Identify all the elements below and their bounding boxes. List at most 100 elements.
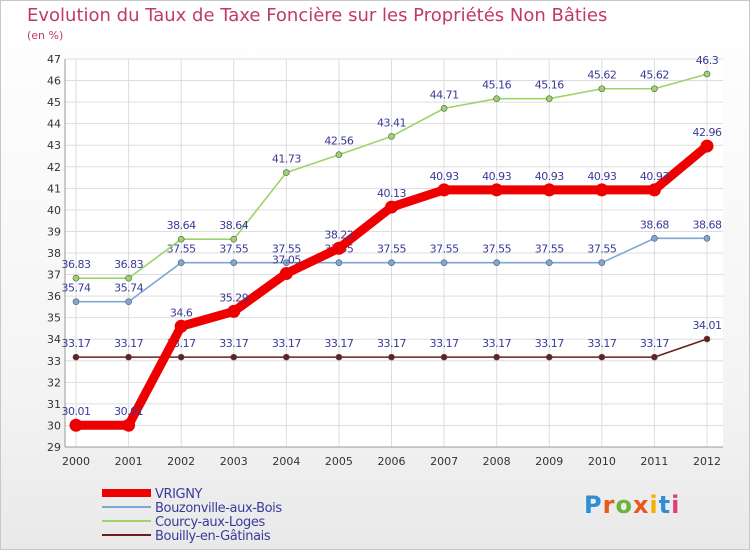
y-tick-label: 47	[47, 53, 61, 66]
x-tick-label: 2010	[588, 455, 616, 468]
data-point-courcy-aux-loges	[388, 133, 395, 140]
data-label-vrigny: 42.96	[693, 126, 722, 139]
data-label-bouilly-en-gatinais: 34.01	[693, 319, 722, 332]
legend-label-bouzonville-aux-bois: Bouzonville-aux-Bois	[155, 501, 282, 516]
data-label-vrigny: 40.93	[430, 170, 459, 183]
data-label-bouilly-en-gatinais: 33.17	[62, 337, 91, 350]
data-point-bouilly-en-gatinais	[388, 353, 395, 361]
y-tick-label: 45	[47, 96, 61, 109]
y-tick-label: 30	[47, 419, 61, 432]
data-label-bouilly-en-gatinais: 33.17	[535, 337, 564, 350]
series-vrigny: 30.01 30.01 34.6 35.29 37.05 38.22 40.13 40.93 4…	[62, 126, 722, 432]
y-tick-label: 44	[47, 118, 61, 131]
data-label-courcy-aux-loges: 36.83	[62, 258, 91, 271]
y-tick-label: 38	[47, 247, 61, 260]
data-label-bouilly-en-gatinais: 33.17	[587, 337, 616, 350]
data-point-courcy-aux-loges	[335, 151, 343, 159]
data-point-bouilly-en-gatinais	[703, 335, 711, 343]
data-point-bouzonville-aux-bois	[651, 235, 658, 242]
data-label-bouilly-en-gatinais: 33.17	[377, 337, 406, 350]
data-label-courcy-aux-loges: 36.83	[114, 258, 143, 271]
y-tick-label: 46	[47, 75, 61, 88]
data-label-courcy-aux-loges: 45.62	[587, 69, 616, 82]
data-point-bouilly-en-gatinais	[598, 353, 606, 361]
data-point-bouzonville-aux-bois	[283, 259, 290, 267]
series-bouzonville-aux-bois: 35.74 35.74 37.55 37.55 37.55 37.55 37.55 37.55…	[62, 218, 722, 306]
data-label-bouzonville-aux-bois: 38.68	[640, 218, 669, 231]
data-point-bouzonville-aux-bois	[493, 259, 500, 267]
x-tick-label: 2008	[483, 455, 511, 468]
unit-label: (en %)	[27, 29, 64, 42]
data-point-courcy-aux-loges	[72, 274, 80, 282]
data-label-vrigny: 34.6	[170, 306, 193, 319]
legend-label-courcy-aux-loges: Courcy-aux-Loges	[155, 515, 265, 530]
data-point-vrigny	[174, 319, 188, 333]
x-tick-label: 2002	[167, 455, 195, 468]
data-label-courcy-aux-loges: 38.64	[167, 219, 196, 232]
y-tick-label: 37	[47, 269, 61, 282]
data-point-courcy-aux-loges	[493, 95, 500, 102]
data-point-bouilly-en-gatinais	[545, 353, 553, 361]
data-label-bouzonville-aux-bois: 37.55	[167, 243, 196, 256]
data-label-bouzonville-aux-bois: 37.55	[377, 243, 406, 256]
data-point-bouzonville-aux-bois	[72, 298, 80, 306]
series-courcy-aux-loges: 36.83 36.83 38.64 38.64 41.73 42.56 43.41 44.71…	[62, 54, 719, 282]
data-label-bouzonville-aux-bois: 35.74	[114, 282, 143, 295]
legend-label-bouilly-en-gatinais: Bouilly-en-Gâtinais	[155, 529, 271, 544]
data-label-bouzonville-aux-bois: 37.55	[535, 243, 564, 256]
x-tick-label: 2012	[693, 455, 721, 468]
data-point-bouzonville-aux-bois	[388, 259, 395, 267]
data-label-courcy-aux-loges: 43.41	[377, 116, 406, 129]
data-label-vrigny: 40.93	[535, 170, 564, 183]
logo-letter: t	[658, 491, 672, 519]
data-label-vrigny: 38.22	[324, 228, 353, 241]
data-label-vrigny: 35.29	[219, 291, 248, 304]
data-label-bouilly-en-gatinais: 33.17	[114, 337, 143, 350]
data-point-bouzonville-aux-bois	[598, 259, 606, 267]
y-tick-label: 42	[47, 161, 61, 174]
data-point-bouzonville-aux-bois	[703, 235, 711, 242]
data-label-vrigny: 30.01	[62, 405, 91, 418]
y-tick-label: 35	[47, 312, 61, 325]
data-label-bouilly-en-gatinais: 33.17	[640, 337, 669, 350]
y-tick-label: 39	[47, 225, 61, 238]
x-tick-label: 2000	[62, 455, 90, 468]
data-point-courcy-aux-loges	[125, 274, 132, 282]
data-label-bouzonville-aux-bois: 38.68	[693, 218, 722, 231]
y-tick-label: 32	[47, 376, 61, 389]
data-label-vrigny: 40.93	[482, 170, 511, 183]
data-point-vrigny	[647, 183, 661, 197]
data-label-bouzonville-aux-bois: 37.55	[430, 243, 459, 256]
data-point-bouilly-en-gatinais	[440, 353, 448, 361]
y-tick-label: 34	[47, 333, 61, 346]
x-tick-label: 2007	[430, 455, 458, 468]
data-label-vrigny: 40.13	[377, 187, 406, 200]
logo-letter: o	[615, 491, 633, 519]
data-label-courcy-aux-loges: 45.16	[482, 79, 511, 92]
data-label-bouilly-en-gatinais: 33.17	[482, 337, 511, 350]
y-tick-label: 31	[47, 398, 61, 411]
x-tick-label: 2003	[220, 455, 248, 468]
data-label-vrigny: 40.93	[640, 170, 669, 183]
data-point-vrigny	[490, 183, 504, 197]
logo-letter: r	[602, 491, 616, 519]
data-label-bouzonville-aux-bois: 37.55	[219, 243, 248, 256]
data-label-vrigny: 37.05	[272, 253, 301, 266]
data-label-vrigny: 40.93	[587, 170, 616, 183]
x-tick-label: 2009	[535, 455, 563, 468]
data-point-bouzonville-aux-bois	[440, 259, 448, 267]
data-point-vrigny	[332, 241, 346, 255]
data-point-vrigny	[279, 266, 293, 280]
data-point-bouilly-en-gatinais	[651, 353, 658, 361]
data-point-bouilly-en-gatinais	[493, 353, 500, 361]
data-label-courcy-aux-loges: 44.71	[430, 88, 459, 101]
data-point-courcy-aux-loges	[651, 85, 658, 93]
data-point-courcy-aux-loges	[545, 95, 553, 102]
data-point-bouilly-en-gatinais	[72, 353, 80, 361]
data-point-bouilly-en-gatinais	[230, 353, 238, 361]
data-point-bouilly-en-gatinais	[125, 353, 132, 361]
data-label-courcy-aux-loges: 46.3	[696, 54, 719, 67]
proxiti-logo: Proxiti	[584, 491, 680, 519]
